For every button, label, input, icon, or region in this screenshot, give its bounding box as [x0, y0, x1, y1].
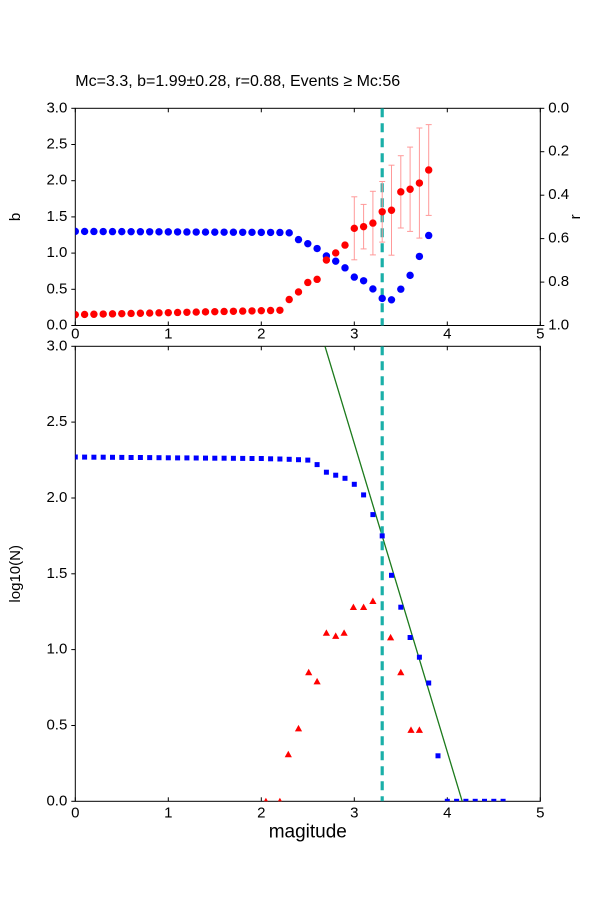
svg-text:0.8: 0.8	[548, 273, 569, 290]
svg-text:4: 4	[443, 804, 451, 821]
svg-text:1.5: 1.5	[46, 565, 67, 582]
svg-text:0.0: 0.0	[46, 317, 67, 334]
svg-text:1.0: 1.0	[46, 244, 67, 261]
svg-text:2.0: 2.0	[46, 172, 67, 189]
svg-text:5: 5	[536, 804, 544, 821]
svg-text:0.6: 0.6	[548, 230, 569, 247]
svg-text:3.0: 3.0	[46, 99, 67, 116]
svg-text:r: r	[567, 214, 584, 219]
svg-text:0: 0	[71, 325, 79, 342]
svg-text:b: b	[7, 213, 24, 221]
svg-text:5: 5	[536, 325, 544, 342]
svg-text:1.0: 1.0	[548, 317, 569, 334]
svg-text:2.5: 2.5	[46, 413, 67, 430]
svg-text:0.5: 0.5	[46, 280, 67, 297]
svg-text:Mc=3.3, b=1.99±0.28, r=0.88, E: Mc=3.3, b=1.99±0.28, r=0.88, Events ≥ Mc…	[75, 73, 400, 90]
svg-text:3: 3	[350, 804, 358, 821]
svg-text:0.4: 0.4	[548, 186, 569, 203]
svg-text:0.0: 0.0	[548, 99, 569, 116]
svg-text:log10(N): log10(N)	[7, 545, 24, 603]
svg-text:3: 3	[350, 325, 358, 342]
svg-text:2.5: 2.5	[46, 136, 67, 153]
svg-text:1: 1	[164, 325, 172, 342]
svg-text:2.0: 2.0	[46, 489, 67, 506]
svg-text:0.5: 0.5	[46, 717, 67, 734]
svg-text:4: 4	[443, 325, 451, 342]
svg-text:1.5: 1.5	[46, 208, 67, 225]
svg-text:1: 1	[164, 804, 172, 821]
svg-text:0.2: 0.2	[548, 143, 569, 160]
svg-text:2: 2	[257, 804, 265, 821]
svg-text:0.0: 0.0	[46, 792, 67, 809]
svg-text:1.0: 1.0	[46, 641, 67, 658]
svg-text:0: 0	[71, 804, 79, 821]
svg-text:magitude: magitude	[269, 821, 347, 842]
svg-text:2: 2	[257, 325, 265, 342]
svg-text:3.0: 3.0	[46, 337, 67, 354]
